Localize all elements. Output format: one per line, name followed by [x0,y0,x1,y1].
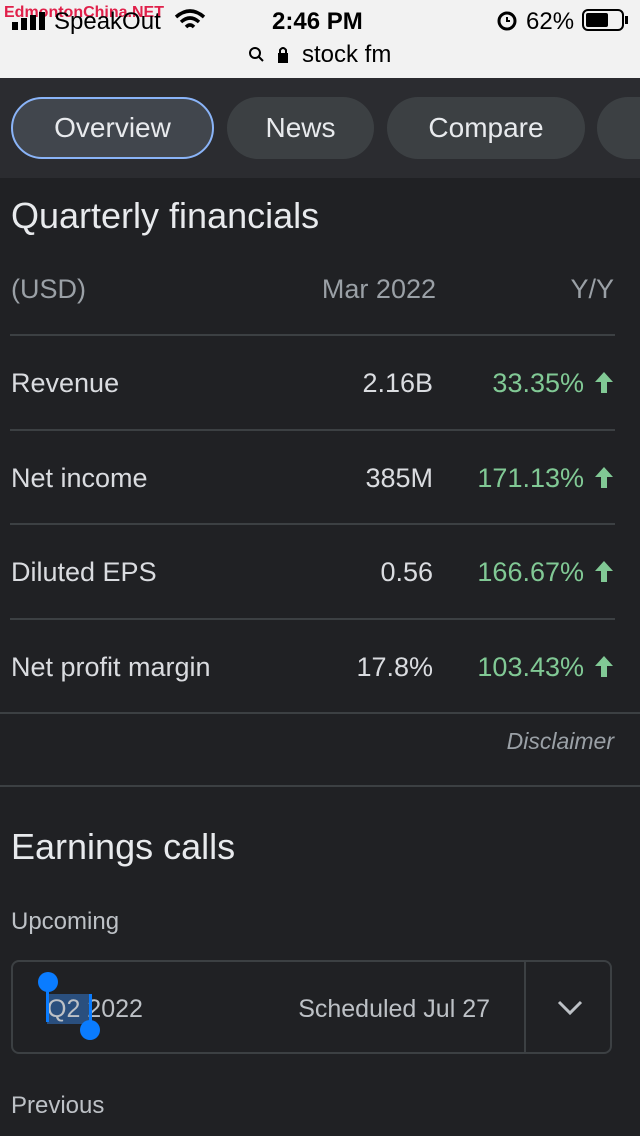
tab[interactable]: News [227,97,374,159]
divider [0,785,640,787]
tab-bar: Overview News Compare [0,78,640,178]
column-header: Y/Y [570,274,614,304]
earnings-card[interactable]: Q2 2022 Scheduled Jul 27 [11,960,612,1054]
row-change: 33.35% [492,368,584,398]
row-label: Revenue [11,368,120,398]
battery-percent: 62% [526,8,575,35]
alarm-icon [497,11,517,31]
disclaimer-link[interactable]: Disclaimer [506,728,614,754]
tab[interactable] [597,97,640,159]
wifi-icon [174,9,206,29]
dropdown-chevron[interactable] [555,998,585,1018]
row-label: Net profit margin [11,651,211,682]
divider [10,523,615,525]
row-change: 103.43% [477,651,584,682]
search-lock-icon [249,47,288,63]
row-value: 385M [365,462,433,493]
selection-handles [38,972,100,1040]
tab[interactable]: Compare [387,97,585,159]
tab[interactable]: Overview [11,97,214,159]
row-value: 2.16B [362,368,433,398]
signal-icon [12,12,45,30]
section-title: Quarterly financials [11,195,320,236]
section-title: Earnings calls [11,826,236,867]
row-change: 166.67% [477,557,584,587]
upcoming-label: Upcoming [11,908,120,935]
divider [524,962,526,1052]
url[interactable]: stock fm [302,41,392,68]
divider [10,428,615,431]
up-arrow [595,466,613,488]
row-change: 171.13% [477,462,584,493]
divider [0,712,640,714]
row-value: 17.8% [356,651,433,682]
time: 2:46 PM [272,8,363,35]
carrier: SpeakOut [54,8,161,35]
quarter: Q2 2022 [47,995,143,1023]
row-value: 0.56 [380,557,433,587]
up-arrow [595,372,613,393]
column-header: Mar 2022 [321,274,436,304]
scheduled-date: Scheduled Jul 27 [298,995,490,1023]
status-bar: EdmontonChina.NET SpeakOut 2:46 PM 62% s… [0,0,640,78]
up-arrow [595,561,613,582]
previous-label: Previous [11,1092,105,1119]
row-label: Diluted EPS [11,557,157,587]
selection-highlight [47,994,91,1024]
column-header: (USD) [11,274,86,304]
divider [10,334,615,336]
row-label: Net income [11,462,148,493]
battery-icon [582,9,628,31]
up-arrow [595,655,613,677]
divider [10,617,615,620]
